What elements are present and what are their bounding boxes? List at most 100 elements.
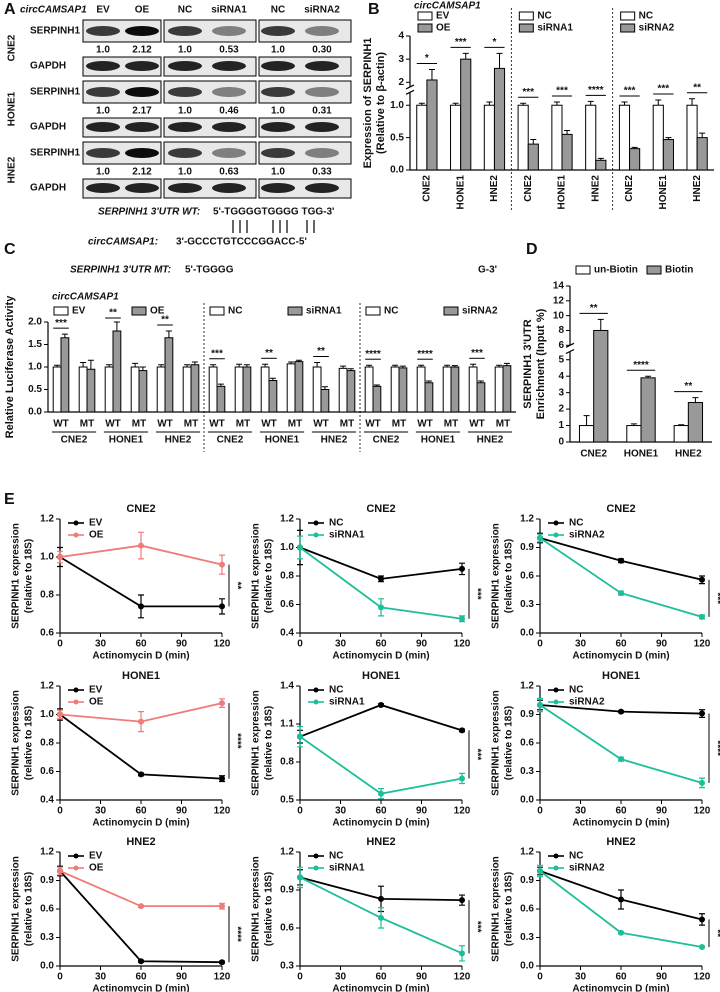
- y-tick-label: 0.0: [520, 795, 534, 806]
- point: [219, 603, 225, 610]
- bar: [696, 137, 708, 171]
- bar: [78, 366, 88, 413]
- y-axis-label: (relative to 18S): [504, 706, 515, 780]
- x-tick-label: MT: [340, 419, 354, 430]
- legend-marker: [313, 532, 319, 538]
- group-label: CNE2: [217, 435, 244, 446]
- bar: [416, 366, 426, 413]
- x-tick-label: 90: [416, 806, 428, 817]
- y-tick-label: 1.5: [28, 339, 42, 350]
- y-tick-label: 1.2: [520, 681, 534, 692]
- x-tick-label: 60: [375, 639, 387, 650]
- legend-label: siRNA1: [329, 863, 365, 874]
- significance: **: [693, 82, 701, 93]
- y-tick-label: 6: [558, 340, 564, 351]
- significance: ***: [471, 749, 482, 761]
- bar: [578, 425, 595, 443]
- bar: [286, 363, 296, 413]
- x-tick-label: CNE2: [422, 175, 433, 202]
- error-bar: [496, 52, 503, 69]
- x-tick-label: MT: [184, 419, 198, 430]
- x-tick-label: 90: [176, 639, 188, 650]
- x-tick-label: CNE2: [624, 175, 635, 202]
- loading-label: GAPDH: [30, 183, 66, 194]
- seq-label: SERPINH1 3'UTR MT:: [70, 265, 171, 276]
- significance: **: [231, 582, 242, 590]
- x-tick-label: 90: [176, 806, 188, 817]
- bar: [468, 366, 478, 413]
- error-bar: [452, 102, 459, 106]
- legend-swatch: [620, 23, 636, 33]
- point: [297, 544, 303, 551]
- y-tick-label: 0.0: [390, 165, 404, 176]
- point: [699, 916, 705, 923]
- error-bar: [553, 101, 560, 106]
- bar: [426, 79, 438, 171]
- legend-swatch: [365, 306, 381, 316]
- chart-title: CNE2: [606, 503, 635, 515]
- lane-label: NC: [178, 5, 192, 16]
- legend-label: siRNA2: [569, 697, 605, 708]
- x-axis-label: Actinomycin D (min): [332, 651, 429, 662]
- lane-label: siRNA1: [211, 5, 247, 16]
- band: [261, 183, 295, 193]
- error-bar: [54, 364, 61, 367]
- y-tick-label: 12: [553, 295, 565, 306]
- point: [138, 718, 144, 725]
- bar: [618, 104, 631, 171]
- band: [305, 26, 339, 36]
- seq-label: circCAMSAP1:: [88, 237, 158, 248]
- bar: [593, 329, 609, 443]
- band: [261, 26, 295, 36]
- bar: [595, 159, 607, 171]
- quant-label: 1.0: [271, 167, 285, 178]
- bar: [517, 104, 529, 171]
- bar: [346, 370, 356, 413]
- y-tick-label: 0.6: [280, 923, 294, 934]
- y-tick-label: 0.8: [280, 757, 294, 768]
- legend-marker: [313, 699, 319, 705]
- y-axis-label: Enrichment (Input %): [535, 308, 547, 419]
- point: [138, 771, 144, 778]
- y-tick-label: 1.0: [390, 100, 404, 111]
- bar: [156, 366, 166, 413]
- axis-break: [405, 84, 415, 90]
- legend-marker: [313, 853, 319, 859]
- band: [125, 26, 159, 36]
- quant-label: 2.12: [132, 45, 152, 56]
- error-bar: [470, 363, 477, 367]
- point: [57, 868, 63, 874]
- bar: [561, 133, 573, 171]
- panel-label: D: [526, 241, 538, 258]
- legend-marker: [553, 865, 559, 871]
- y-axis-label: (relative to 18S): [264, 872, 275, 946]
- group-label: CNE2: [373, 435, 400, 446]
- legend-swatch: [417, 11, 433, 21]
- y-axis-label: (relative to 18S): [504, 872, 515, 946]
- quant-label: 0.30: [312, 45, 332, 56]
- y-tick-label: 1.2: [280, 847, 294, 858]
- error-bar: [295, 359, 302, 362]
- band: [86, 87, 120, 97]
- y-tick-label: 0.6: [520, 738, 534, 749]
- error-bar: [139, 366, 146, 371]
- x-tick-label: 0: [297, 972, 303, 983]
- y-tick-label: 0.8: [280, 571, 294, 582]
- point: [219, 775, 225, 782]
- x-tick-label: HNE2: [590, 175, 601, 202]
- legend-marker: [73, 865, 79, 871]
- point: [378, 895, 384, 902]
- legend-label: EV: [89, 851, 103, 862]
- x-tick-label: 30: [575, 639, 587, 650]
- x-tick-label: 60: [375, 972, 387, 983]
- x-tick-label: CNE2: [580, 449, 607, 460]
- x-tick-label: 90: [656, 806, 668, 817]
- x-tick-label: 30: [575, 972, 587, 983]
- point: [699, 613, 705, 620]
- y-tick-label: 1: [558, 420, 564, 431]
- legend-marker: [73, 532, 79, 538]
- group-label: HONE1: [109, 435, 144, 446]
- significance: ****: [365, 349, 381, 360]
- point: [138, 958, 144, 965]
- protein-label: SERPINH1: [30, 148, 80, 159]
